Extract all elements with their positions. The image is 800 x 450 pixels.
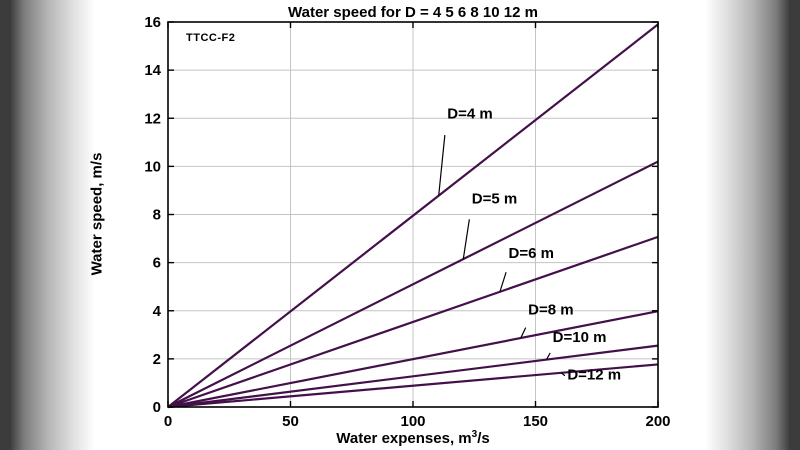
y-tick-label: 6 bbox=[153, 255, 161, 272]
y-tick-label: 4 bbox=[153, 303, 162, 320]
y-tick-label: 12 bbox=[144, 110, 161, 127]
annotation-label: D=4 m bbox=[447, 105, 492, 122]
y-tick-label: 10 bbox=[144, 158, 161, 175]
annotation-leader-line bbox=[438, 135, 446, 196]
x-tick-label: 200 bbox=[645, 413, 670, 430]
y-tick-label: 14 bbox=[144, 62, 161, 79]
annotation-leader-line bbox=[520, 327, 527, 339]
y-tick-label: 0 bbox=[153, 399, 161, 416]
x-tick-label: 50 bbox=[282, 413, 299, 430]
chart-title: Water speed for D = 4 5 6 8 10 12 m bbox=[288, 4, 538, 21]
series-line bbox=[167, 235, 659, 409]
annotation-label: D=12 m bbox=[567, 366, 621, 383]
x-axis-label-superscript: 3 bbox=[471, 429, 478, 440]
y-tick-label: 8 bbox=[153, 207, 161, 224]
annotation-label: D=6 m bbox=[509, 245, 554, 262]
annotation-leader-line bbox=[545, 352, 551, 360]
y-axis-label: Water speed, m/s bbox=[88, 152, 106, 276]
series-line bbox=[167, 160, 659, 408]
annotation-label: D=10 m bbox=[553, 329, 607, 346]
x-axis-label: Water expenses, m3/s bbox=[128, 429, 698, 447]
x-axis-label-suffix: /s bbox=[477, 430, 490, 447]
annotation-label: D=5 m bbox=[472, 191, 517, 208]
annotation-leader-line bbox=[462, 219, 470, 260]
y-tick-label: 2 bbox=[153, 351, 161, 368]
x-tick-label: 100 bbox=[400, 413, 425, 430]
series-line bbox=[167, 363, 659, 409]
series-line bbox=[167, 23, 659, 408]
annotation-label: D=8 m bbox=[528, 301, 573, 318]
annotation-leader-line bbox=[560, 372, 566, 377]
x-axis-label-text: Water expenses, m bbox=[336, 430, 472, 447]
annotation-leader-line bbox=[499, 272, 507, 292]
watermark-label: TTCC-F2 bbox=[186, 32, 236, 44]
x-tick-label: 150 bbox=[523, 413, 548, 430]
x-tick-label: 0 bbox=[164, 413, 172, 430]
series-line bbox=[167, 344, 659, 409]
y-tick-label: 16 bbox=[144, 14, 161, 31]
series-line bbox=[167, 310, 659, 409]
